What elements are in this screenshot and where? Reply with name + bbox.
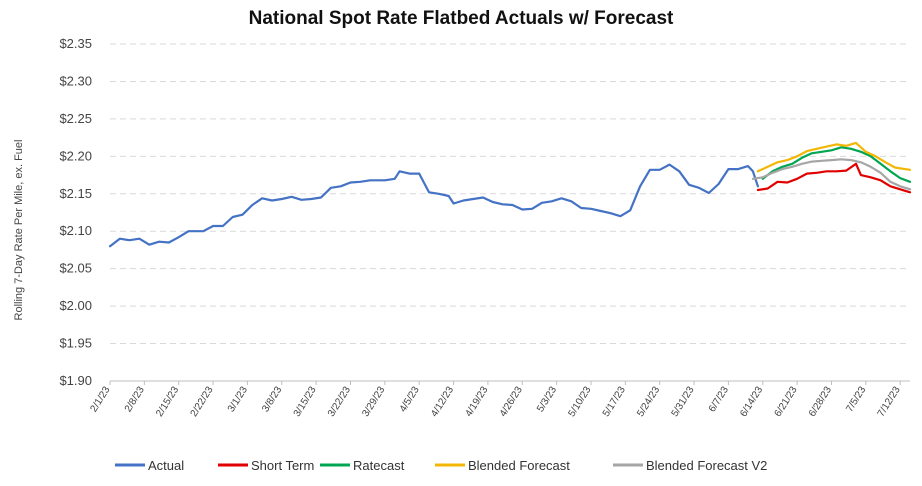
x-tick-label: 7/12/23 [876, 384, 903, 418]
series-line-short-term [756, 162, 912, 194]
y-tick-label: $2.35 [59, 36, 92, 51]
y-tick-label: $2.00 [59, 298, 92, 313]
legend-label: Ratecast [353, 458, 405, 473]
x-tick-label: 5/17/23 [601, 384, 628, 418]
legend-label: Short Term [251, 458, 314, 473]
chart-title: National Spot Rate Flatbed Actuals w/ Fo… [249, 8, 674, 29]
x-tick-label: 6/7/23 [707, 384, 731, 414]
x-tick-label: 2/8/23 [123, 384, 147, 414]
y-tick-label: $2.25 [59, 111, 92, 126]
x-tick-label: 6/14/23 [738, 384, 765, 418]
series-lines [108, 141, 912, 248]
legend-item-actual: Actual [115, 458, 184, 473]
x-tick-label: 3/29/23 [360, 384, 387, 418]
x-tick-label: 6/28/23 [807, 384, 834, 418]
x-tick-label: 5/31/23 [670, 384, 697, 418]
x-tick-label: 4/12/23 [429, 384, 456, 418]
y-axis-label: Rolling 7-Day Rate Per Mile, ex. Fuel [13, 140, 25, 321]
x-tick-label: 3/15/23 [292, 384, 319, 418]
x-tick-label: 4/5/23 [398, 384, 422, 414]
legend-item-ratecast: Ratecast [320, 458, 405, 473]
x-tick-label: 5/24/23 [635, 384, 662, 418]
x-tick-label: 3/22/23 [326, 384, 353, 418]
x-tick-label: 6/21/23 [773, 384, 800, 418]
x-tick-label: 7/5/23 [844, 384, 868, 414]
y-tick-label: $2.20 [59, 148, 92, 163]
x-tick-label: 2/22/23 [189, 384, 216, 418]
y-tick-label: $1.95 [59, 336, 92, 351]
x-tick-label: 5/10/23 [567, 384, 594, 418]
gridlines [110, 43, 910, 345]
legend: Actual Short Term Ratecast Blended Forecast… [115, 458, 767, 473]
y-tick-label: $1.90 [59, 373, 92, 388]
x-tick-label: 4/19/23 [463, 384, 490, 418]
series-line-ratecast [761, 146, 912, 183]
x-tick-label: 2/15/23 [154, 384, 181, 418]
x-tick-label: 4/26/23 [498, 384, 525, 418]
y-tick-label: $2.10 [59, 223, 92, 238]
x-tick-label: 3/8/23 [260, 384, 284, 414]
x-tick-label: 3/1/23 [226, 384, 250, 414]
x-tick-label: 2/1/23 [88, 384, 112, 414]
legend-label: Actual [148, 458, 184, 473]
series-line-blended-forecast [756, 141, 912, 173]
legend-item-blended-forecast: Blended Forecast [435, 458, 570, 473]
legend-item-short-term: Short Term [218, 458, 314, 473]
legend-item-blended-forecast-v2: Blended Forecast V2 [613, 458, 767, 473]
legend-label: Blended Forecast V2 [646, 458, 767, 473]
axes: $2.35 $2.30 $2.25 $2.20 $2.15 $2.10 $2.05 $2.00… [59, 36, 910, 419]
y-tick-label: $2.05 [59, 261, 92, 276]
series-line-blended-forecast-v2 [751, 158, 912, 191]
series-line-actual [108, 163, 760, 248]
y-tick-label: $2.15 [59, 186, 92, 201]
legend-label: Blended Forecast [468, 458, 570, 473]
y-tick-label: $2.30 [59, 73, 92, 88]
x-tick-label: 5/3/23 [535, 384, 559, 414]
